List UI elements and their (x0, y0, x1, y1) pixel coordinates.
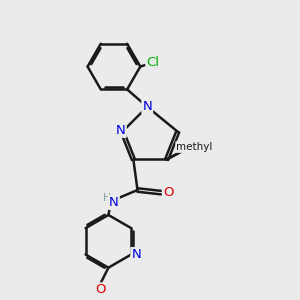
Text: N: N (116, 124, 126, 137)
Text: N: N (142, 100, 152, 113)
Text: methyl: methyl (176, 142, 213, 152)
Text: Cl: Cl (146, 56, 159, 69)
Text: N: N (131, 248, 141, 261)
Text: O: O (95, 284, 105, 296)
Text: N: N (109, 196, 119, 209)
Text: O: O (163, 186, 173, 199)
Text: H: H (103, 193, 111, 203)
